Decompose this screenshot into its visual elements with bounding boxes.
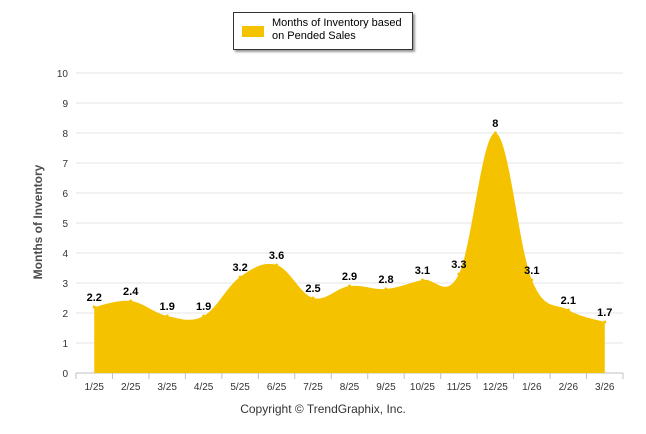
data-label: 2.1 xyxy=(561,295,576,307)
data-label: 1.9 xyxy=(196,301,211,313)
data-point xyxy=(420,278,424,282)
y-tick-label: 5 xyxy=(62,219,68,230)
y-tick-label: 6 xyxy=(62,189,68,200)
data-label: 2.4 xyxy=(123,286,139,298)
x-tick-label: 2/25 xyxy=(121,382,141,393)
y-tick-label: 4 xyxy=(62,249,68,260)
y-tick-label: 7 xyxy=(62,159,68,170)
y-tick-label: 8 xyxy=(62,129,68,140)
data-point xyxy=(238,275,242,279)
y-tick-label: 1 xyxy=(62,339,68,350)
x-tick-label: 4/25 xyxy=(194,382,214,393)
data-point xyxy=(92,305,96,309)
data-label: 8 xyxy=(492,118,498,130)
y-tick-label: 10 xyxy=(57,69,69,80)
data-point xyxy=(566,308,570,312)
data-label: 3.2 xyxy=(232,262,247,274)
x-tick-label: 2/26 xyxy=(559,382,579,393)
data-point xyxy=(384,287,388,291)
data-label: 3.1 xyxy=(415,265,430,277)
data-label: 3.3 xyxy=(451,259,466,271)
x-tick-label: 1/26 xyxy=(522,382,542,393)
y-tick-label: 0 xyxy=(62,369,68,380)
x-tick-label: 1/25 xyxy=(84,382,104,393)
data-label: 3.1 xyxy=(524,265,539,277)
x-tick-label: 3/25 xyxy=(157,382,177,393)
data-point xyxy=(603,320,607,324)
y-tick-label: 3 xyxy=(62,279,68,290)
x-tick-label: 7/25 xyxy=(303,382,323,393)
data-label: 3.6 xyxy=(269,250,284,262)
data-label: 2.8 xyxy=(378,274,393,286)
data-point xyxy=(275,263,279,267)
data-point xyxy=(311,296,315,300)
data-point xyxy=(202,314,206,318)
series-area xyxy=(94,132,605,373)
data-point xyxy=(457,272,461,276)
data-point xyxy=(165,314,169,318)
data-label: 2.5 xyxy=(305,283,320,295)
legend-swatch xyxy=(242,26,264,37)
x-tick-label: 5/25 xyxy=(230,382,250,393)
x-tick-label: 6/25 xyxy=(267,382,287,393)
data-point xyxy=(129,299,133,303)
data-label: 2.2 xyxy=(87,292,102,304)
copyright-footer: Copyright © TrendGraphix, Inc. xyxy=(240,402,406,416)
y-tick-label: 9 xyxy=(62,99,68,110)
x-tick-label: 9/25 xyxy=(376,382,396,393)
data-point xyxy=(530,278,534,282)
data-label: 1.9 xyxy=(160,301,175,313)
x-tick-label: 11/25 xyxy=(447,382,472,393)
data-point xyxy=(348,284,351,288)
y-tick-label: 2 xyxy=(62,309,68,320)
x-tick-label: 8/25 xyxy=(340,382,360,393)
legend: Months of Inventory based on Pended Sale… xyxy=(233,12,413,50)
data-label: 1.7 xyxy=(597,307,612,319)
legend-label: Months of Inventory based on Pended Sale… xyxy=(272,17,402,42)
data-point xyxy=(493,131,497,135)
x-tick-label: 12/25 xyxy=(483,382,508,393)
x-tick-label: 10/25 xyxy=(410,382,435,393)
x-tick-label: 3/26 xyxy=(595,382,615,393)
data-label: 2.9 xyxy=(342,271,357,283)
